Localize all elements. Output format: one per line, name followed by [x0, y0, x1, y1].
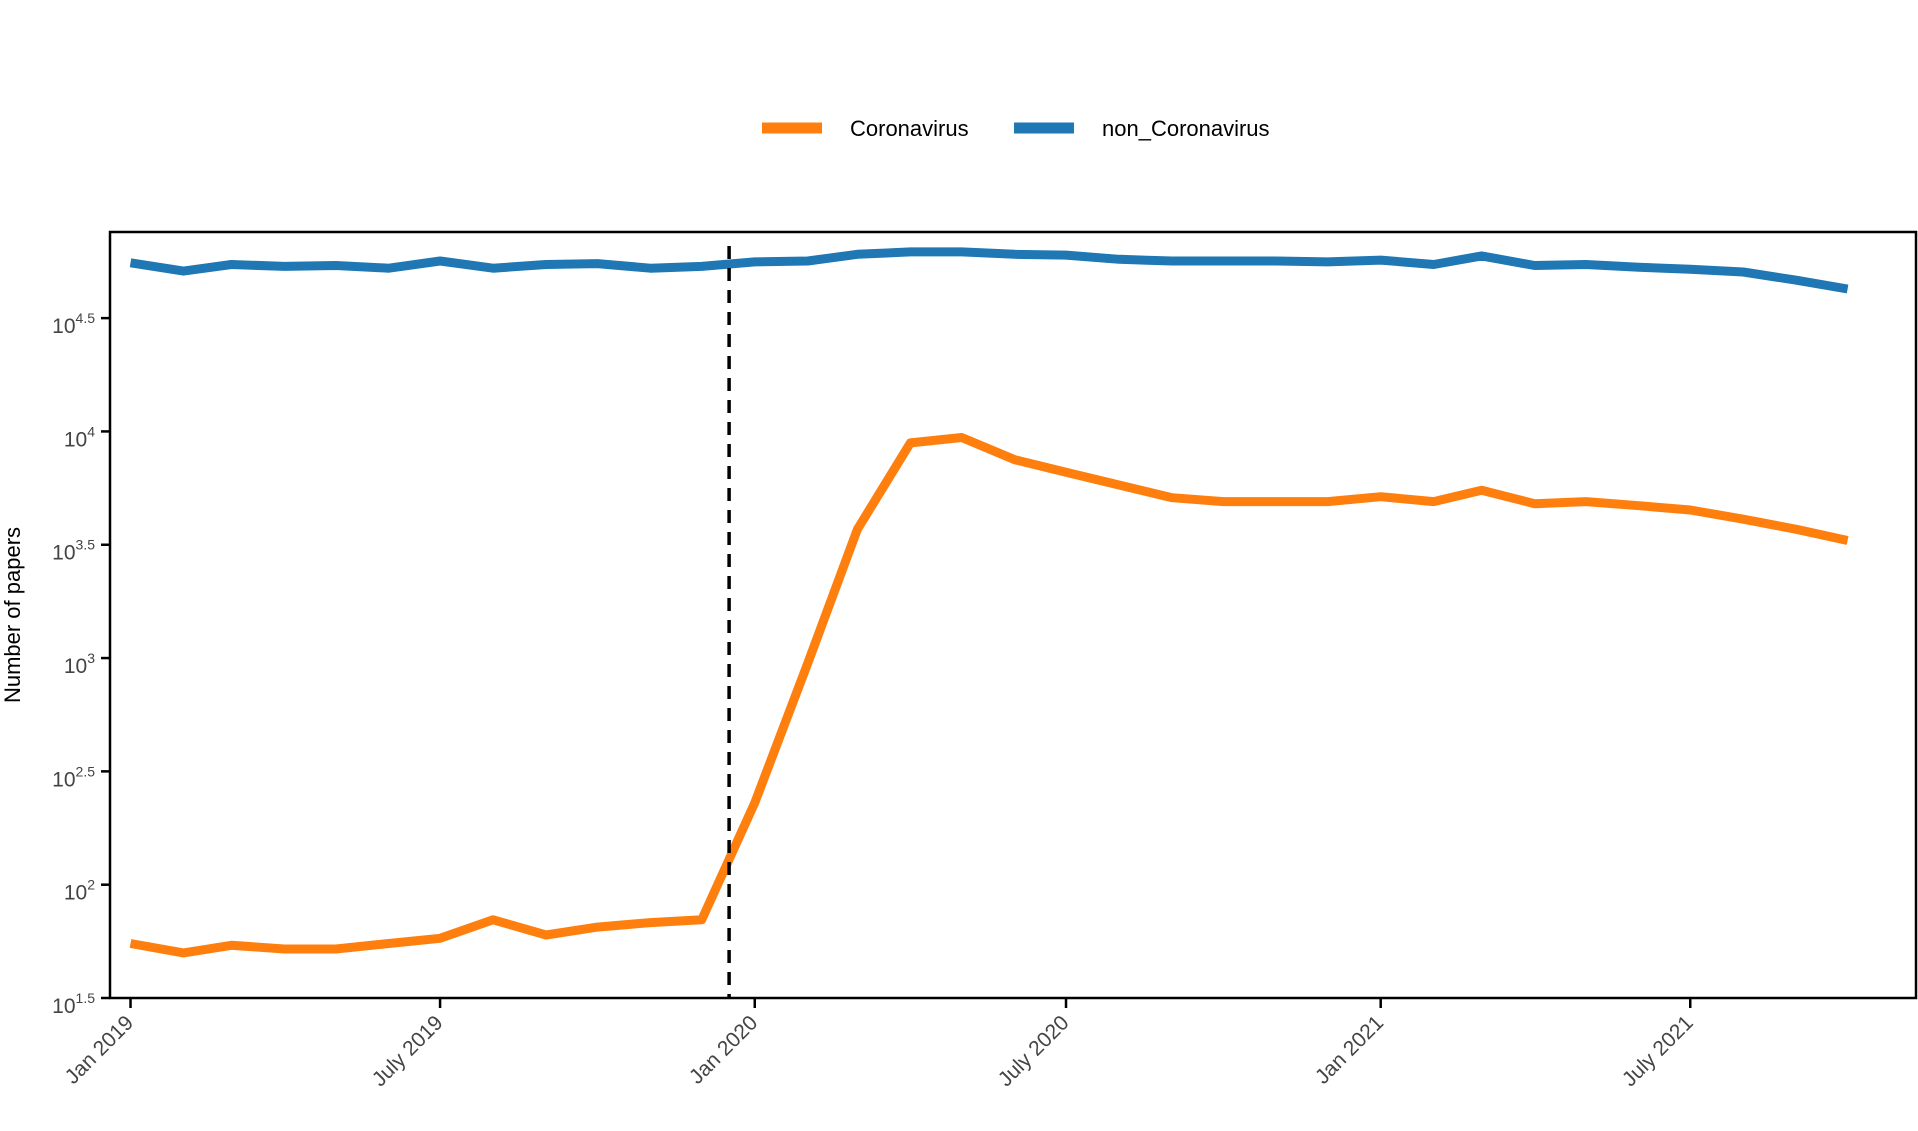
y-tick-label: 104	[64, 423, 95, 451]
y-tick-base: 10	[52, 995, 75, 1018]
y-tick-exponent: 2	[87, 877, 95, 893]
y-tick-exponent: 3.5	[76, 537, 96, 553]
legend-label-coronavirus: Coronavirus	[850, 116, 969, 141]
y-tick-label: 104.5	[52, 310, 95, 338]
x-tick-label: July 2020	[994, 1011, 1074, 1091]
x-tick-label: Jan 2019	[61, 1011, 138, 1088]
y-tick-base: 10	[52, 542, 75, 565]
y-tick-base: 10	[52, 768, 75, 791]
y-tick-label: 103	[64, 650, 95, 678]
y-tick-label: 103.5	[52, 537, 95, 565]
y-tick-exponent: 2.5	[76, 763, 96, 779]
plot-frame	[108, 230, 1918, 1000]
y-tick-base: 10	[64, 655, 87, 678]
x-tick-label: July 2019	[368, 1011, 448, 1091]
legend-label-non-coronavirus: non_Coronavirus	[1102, 116, 1270, 141]
x-tick-label: Jan 2020	[685, 1011, 762, 1088]
y-tick-base: 10	[52, 315, 75, 338]
y-tick-exponent: 4	[87, 423, 95, 439]
y-tick-label: 101.5	[52, 990, 95, 1018]
y-tick-exponent: 3	[87, 650, 95, 666]
series-lines	[129, 247, 1849, 958]
y-tick-label: 102	[64, 877, 95, 905]
y-tick-base: 10	[64, 428, 87, 451]
x-tick-label: July 2021	[1618, 1011, 1698, 1091]
series-line-non-coronavirus	[129, 247, 1849, 294]
x-tick-label: Jan 2021	[1311, 1011, 1388, 1088]
legend: Coronavirus non_Coronavirus	[762, 116, 1270, 141]
y-tick-exponent: 4.5	[76, 310, 96, 326]
y-axis-title: Number of papers	[0, 527, 25, 703]
x-axis-ticks: Jan 2019 July 2019 Jan 2020 July 2020 Jan 20…	[61, 998, 1698, 1091]
series-line-coronavirus	[129, 433, 1849, 958]
y-tick-base: 10	[64, 882, 87, 905]
y-tick-label: 102.5	[52, 763, 95, 791]
y-tick-exponent: 1.5	[76, 990, 96, 1006]
